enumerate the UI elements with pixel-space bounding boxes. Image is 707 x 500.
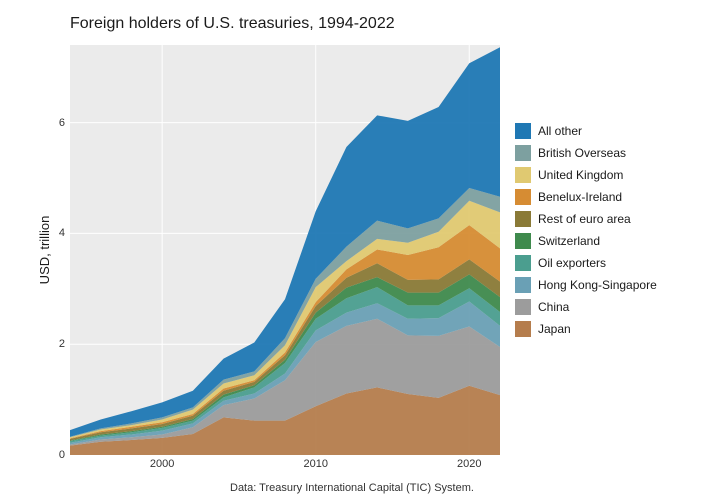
legend-item: China xyxy=(515,296,657,318)
legend-swatch xyxy=(515,145,531,161)
legend-swatch xyxy=(515,255,531,271)
legend-item: Switzerland xyxy=(515,230,657,252)
legend-item: Japan xyxy=(515,318,657,340)
legend-swatch xyxy=(515,167,531,183)
legend-swatch xyxy=(515,211,531,227)
legend-item: United Kingdom xyxy=(515,164,657,186)
legend: All other British Overseas United Kingdom B… xyxy=(515,120,657,340)
legend-label: Hong Kong-Singapore xyxy=(538,278,657,292)
legend-label: All other xyxy=(538,124,582,138)
legend-swatch xyxy=(515,277,531,293)
legend-label: Benelux-Ireland xyxy=(538,190,622,204)
legend-label: Japan xyxy=(538,322,571,336)
x-tick-label: 2000 xyxy=(150,458,174,470)
legend-swatch xyxy=(515,299,531,315)
legend-swatch xyxy=(515,189,531,205)
x-tick-label: 2010 xyxy=(303,458,327,470)
y-axis-label: USD, trillion xyxy=(37,216,52,285)
legend-label: Rest of euro area xyxy=(538,212,631,226)
chart-title: Foreign holders of U.S. treasuries, 1994… xyxy=(70,15,395,33)
x-tick-label: 2020 xyxy=(457,458,481,470)
legend-item: Benelux-Ireland xyxy=(515,186,657,208)
legend-label: United Kingdom xyxy=(538,168,623,182)
legend-item: Hong Kong-Singapore xyxy=(515,274,657,296)
legend-item: Oil exporters xyxy=(515,252,657,274)
legend-swatch xyxy=(515,123,531,139)
legend-item: British Overseas xyxy=(515,142,657,164)
y-tick-label: 6 xyxy=(59,117,65,129)
legend-swatch xyxy=(515,233,531,249)
y-tick-label: 2 xyxy=(59,338,65,350)
legend-label: British Overseas xyxy=(538,146,626,160)
legend-swatch xyxy=(515,321,531,337)
plot-area xyxy=(70,45,500,455)
chart-caption: Data: Treasury International Capital (TI… xyxy=(230,482,474,494)
legend-label: Oil exporters xyxy=(538,256,606,270)
legend-item: Rest of euro area xyxy=(515,208,657,230)
y-tick-label: 0 xyxy=(59,449,65,461)
y-tick-label: 4 xyxy=(59,227,65,239)
legend-label: Switzerland xyxy=(538,234,600,248)
legend-label: China xyxy=(538,300,569,314)
legend-item: All other xyxy=(515,120,657,142)
